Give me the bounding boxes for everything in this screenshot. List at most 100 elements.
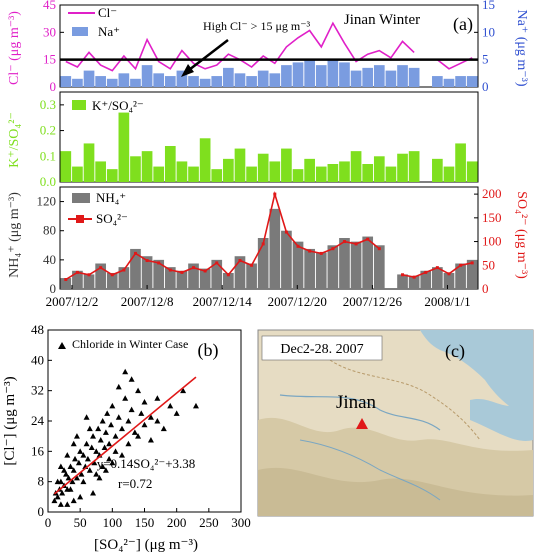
so4-line xyxy=(65,191,473,281)
nh4-bar xyxy=(362,236,374,289)
scatter-point xyxy=(109,402,116,409)
legend-nh4: NH₄⁺ xyxy=(96,190,126,205)
na-bar xyxy=(257,70,269,87)
panel-c-label: (c) xyxy=(445,341,465,362)
scatter-point xyxy=(83,440,90,447)
scatter-point xyxy=(128,406,135,413)
scatter-point xyxy=(70,440,77,447)
k-so4-bar xyxy=(130,156,141,182)
nh4-bar xyxy=(292,241,304,289)
map-city-label: Jinan xyxy=(336,392,377,413)
scatter-point xyxy=(78,471,85,477)
na-bar xyxy=(362,67,374,87)
nh4-bar xyxy=(304,248,315,289)
k-so4-bar xyxy=(455,143,466,182)
scatter-point xyxy=(108,421,115,428)
na-bar xyxy=(153,73,165,87)
k-so4-axis-tick-label: 0.1 xyxy=(40,148,56,163)
na-bar xyxy=(397,65,408,87)
k-so4-bar xyxy=(385,166,397,182)
scatter-point xyxy=(57,501,64,507)
scatter-point xyxy=(80,478,87,485)
legend-na: Na⁺ xyxy=(98,24,120,39)
scatter-point xyxy=(101,444,108,451)
scatter-point xyxy=(141,421,148,428)
b-y-tick-label: 32 xyxy=(31,383,44,398)
scatter-point xyxy=(93,448,100,454)
cl-axis-tick-label: 30 xyxy=(43,24,56,39)
k-so4-bar xyxy=(223,158,234,182)
so4-axis-tick-label: 50 xyxy=(482,257,495,272)
na-bar xyxy=(327,59,339,87)
ylabel-so4: SO₄²⁻ (μg m⁻³) xyxy=(514,191,529,279)
panel-a-label: (a) xyxy=(453,14,473,35)
scatter-point xyxy=(154,395,161,401)
nh4-bar xyxy=(141,256,153,289)
na-bar xyxy=(292,62,304,87)
scatter-point xyxy=(99,463,106,469)
b-x-tick-label: 0 xyxy=(45,515,52,530)
b-x-tick-label: 100 xyxy=(103,515,123,530)
nh4-bar xyxy=(246,263,257,289)
nh4-bar xyxy=(315,252,327,289)
nh4-bar xyxy=(153,259,165,289)
na-bar xyxy=(304,59,315,87)
scatter-point xyxy=(91,459,98,466)
scatter-point xyxy=(112,433,119,439)
scatter-point xyxy=(51,497,58,504)
na-axis-tick-label: 15 xyxy=(482,0,495,12)
ylabel-nh4: NH₄⁺ (μg m⁻³) xyxy=(7,192,22,278)
scatter-point xyxy=(160,425,167,432)
legend-chloride: Chloride in Winter Case xyxy=(72,337,188,351)
panel-a-bottom: 0 40 80 120 0 50 100 150 200 NH₄⁺ SO₄²⁻ NH₄⁺ (μg… xyxy=(7,186,529,309)
map-date-range: Dec2-28. 2007 xyxy=(280,342,363,357)
x-tick-label: 2008/1/1 xyxy=(424,294,470,309)
k-so4-axis-tick-label: 0.2 xyxy=(40,123,56,138)
na-bar xyxy=(281,65,292,87)
nh4-bar xyxy=(199,268,211,289)
nh4-bar xyxy=(118,267,130,289)
scatter-point xyxy=(106,440,113,447)
scatter-point xyxy=(77,448,84,454)
na-bar xyxy=(408,67,420,87)
ylabel-k-so4: K⁺/SO₄²⁻ xyxy=(7,112,22,168)
nh4-bar xyxy=(188,263,199,289)
city-marker-icon xyxy=(356,418,368,429)
x-tick-label: 2007/12/2 xyxy=(46,294,99,309)
k-so4-bar xyxy=(95,161,106,182)
nh4-bar xyxy=(257,238,269,289)
scatter-point xyxy=(135,433,142,439)
k-so4-bar xyxy=(60,151,72,182)
scatter-point xyxy=(115,414,122,420)
legend-so4: SO₄²⁻ xyxy=(96,211,128,226)
k-so4-bar xyxy=(246,166,257,182)
scatter-point xyxy=(61,467,68,473)
x-tick-label: 2007/12/20 xyxy=(268,294,327,309)
annotation-arrowhead xyxy=(181,64,194,77)
scatter-point xyxy=(54,478,61,485)
nh4-axis-tick-label: 80 xyxy=(43,223,56,238)
fit-r: r=0.72 xyxy=(118,476,152,491)
k-so4-bar xyxy=(362,164,374,182)
scatter-point xyxy=(67,486,74,492)
b-x-tick-label: 150 xyxy=(135,515,155,530)
scatter-point xyxy=(77,493,84,500)
nh4-bar xyxy=(420,270,432,289)
panel-c-map: Dec2-28. 2007 (c) Jinan xyxy=(257,329,534,517)
k-so4-bar xyxy=(443,166,455,182)
na-bar xyxy=(211,76,223,87)
k-so4-bar xyxy=(339,161,350,182)
scatter-point xyxy=(118,425,125,432)
scatter-point xyxy=(180,387,187,394)
b-y-tick-label: 40 xyxy=(31,352,44,367)
panel-a-top: 0 15 30 45 0 5 10 15 Jinan Winter (a) High Cl⁻ … xyxy=(7,0,529,94)
b-y-tick-label: 0 xyxy=(38,504,45,519)
b-x-tick-label: 250 xyxy=(199,515,219,530)
nh4-bar xyxy=(443,272,455,289)
scatter-point xyxy=(167,402,174,409)
k-so4-bar xyxy=(72,166,83,182)
panel-a-title: Jinan Winter xyxy=(344,12,420,28)
legend-triangle-marker xyxy=(58,342,66,349)
na-bar xyxy=(164,76,176,87)
nh4-bar xyxy=(95,263,106,289)
